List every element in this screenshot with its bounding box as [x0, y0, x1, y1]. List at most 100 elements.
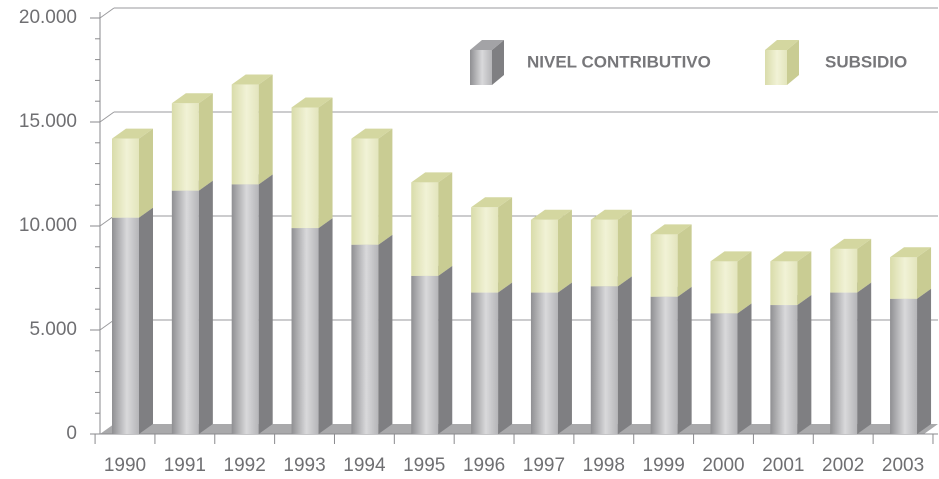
bar-side	[258, 74, 273, 185]
bar	[890, 298, 918, 434]
y-tick-label: 5.000	[29, 319, 77, 340]
bar-top	[291, 97, 333, 108]
bar-side	[498, 282, 513, 434]
bar-top	[710, 251, 752, 262]
legend-swatch-top	[765, 40, 799, 50]
bar-side	[198, 180, 213, 434]
bar-side	[139, 128, 153, 218]
bar-top	[650, 224, 692, 235]
legend-label: NIVEL CONTRIBUTIVO	[527, 52, 711, 71]
bar	[650, 234, 678, 297]
bar-side	[857, 282, 872, 434]
bar-side	[258, 174, 273, 434]
bar-top	[351, 128, 393, 139]
legend-swatch	[470, 50, 492, 85]
bar-side	[378, 234, 393, 434]
grid-line	[99, 319, 115, 331]
bar	[830, 292, 858, 434]
bar	[770, 305, 798, 434]
x-tick-label: 1996	[463, 455, 505, 476]
bar	[770, 261, 798, 306]
bar	[291, 228, 319, 434]
bar	[112, 217, 139, 434]
y-tick-label: 10.000	[19, 215, 77, 236]
bar	[650, 296, 678, 434]
bar-side	[857, 238, 872, 293]
bar	[351, 138, 379, 245]
x-tick-label: 2003	[882, 455, 924, 476]
bar	[530, 292, 558, 434]
bar	[471, 292, 499, 434]
x-tick-label: 1995	[403, 455, 445, 476]
bar-side	[797, 251, 812, 306]
bar-top	[890, 247, 932, 258]
bar-side	[797, 295, 812, 434]
bar	[171, 190, 199, 434]
bar-top	[770, 251, 812, 262]
bar	[890, 257, 918, 299]
bar	[231, 184, 259, 434]
x-tick-label: 1998	[583, 455, 625, 476]
plot-area: 0 5.000 10.000 15.000 20.000 1990 1991 1992 1993…	[19, 7, 938, 476]
x-tick-label: 1993	[283, 455, 325, 476]
y-tick-label: 0	[66, 423, 77, 444]
bar-side	[737, 251, 752, 314]
x-tick-label: 1994	[343, 455, 386, 476]
bar	[112, 138, 139, 218]
x-tick-label: 2000	[702, 455, 744, 476]
x-tick-label: 1992	[224, 455, 266, 476]
x-tick-label: 1990	[104, 455, 146, 476]
bar-top	[171, 93, 213, 104]
legend-swatch-top	[470, 40, 504, 50]
bar	[411, 275, 439, 434]
bar-side	[917, 288, 932, 434]
bar-side	[557, 282, 572, 434]
bar	[710, 313, 738, 434]
bar	[471, 207, 499, 293]
legend-swatch-side	[492, 40, 504, 85]
bar-side	[677, 224, 692, 297]
bar-side	[737, 303, 752, 434]
bar-top	[830, 238, 872, 249]
bar-top	[112, 128, 153, 139]
legend-swatch	[765, 50, 787, 85]
bar-side	[318, 97, 333, 229]
legend-swatch-side	[787, 40, 799, 85]
grid-line	[99, 215, 115, 227]
bar-side	[139, 207, 153, 434]
bar-side	[917, 247, 932, 299]
bar	[590, 219, 618, 287]
bar-side	[378, 128, 393, 245]
bar-side	[677, 286, 692, 434]
bar	[710, 261, 738, 314]
bar-top	[411, 172, 453, 183]
bar	[590, 286, 618, 434]
bar-top	[471, 197, 513, 208]
bar-side	[198, 93, 213, 191]
bar	[411, 182, 439, 276]
grid-line	[99, 7, 115, 19]
bar-side	[318, 218, 333, 434]
bar-side	[617, 209, 632, 287]
bar-side	[438, 265, 453, 434]
bar-side	[617, 276, 632, 434]
legend-label: SUBSIDIO	[825, 52, 907, 71]
x-tick-label: 2001	[762, 455, 804, 476]
bar-top	[231, 74, 273, 85]
bar	[830, 248, 858, 293]
x-tick-label: 1997	[523, 455, 565, 476]
bar	[291, 107, 319, 229]
bar	[231, 84, 259, 185]
bar-top	[590, 209, 632, 220]
bar	[171, 103, 199, 191]
bar	[530, 219, 558, 293]
y-tick-label: 15.000	[19, 111, 77, 132]
x-tick-label: 2002	[822, 455, 864, 476]
x-tick-label: 1999	[643, 455, 685, 476]
bar-side	[498, 197, 513, 293]
y-tick-label: 20.000	[19, 7, 77, 28]
x-tick-label: 1991	[164, 455, 206, 476]
bar	[351, 244, 379, 434]
floor	[100, 424, 938, 434]
